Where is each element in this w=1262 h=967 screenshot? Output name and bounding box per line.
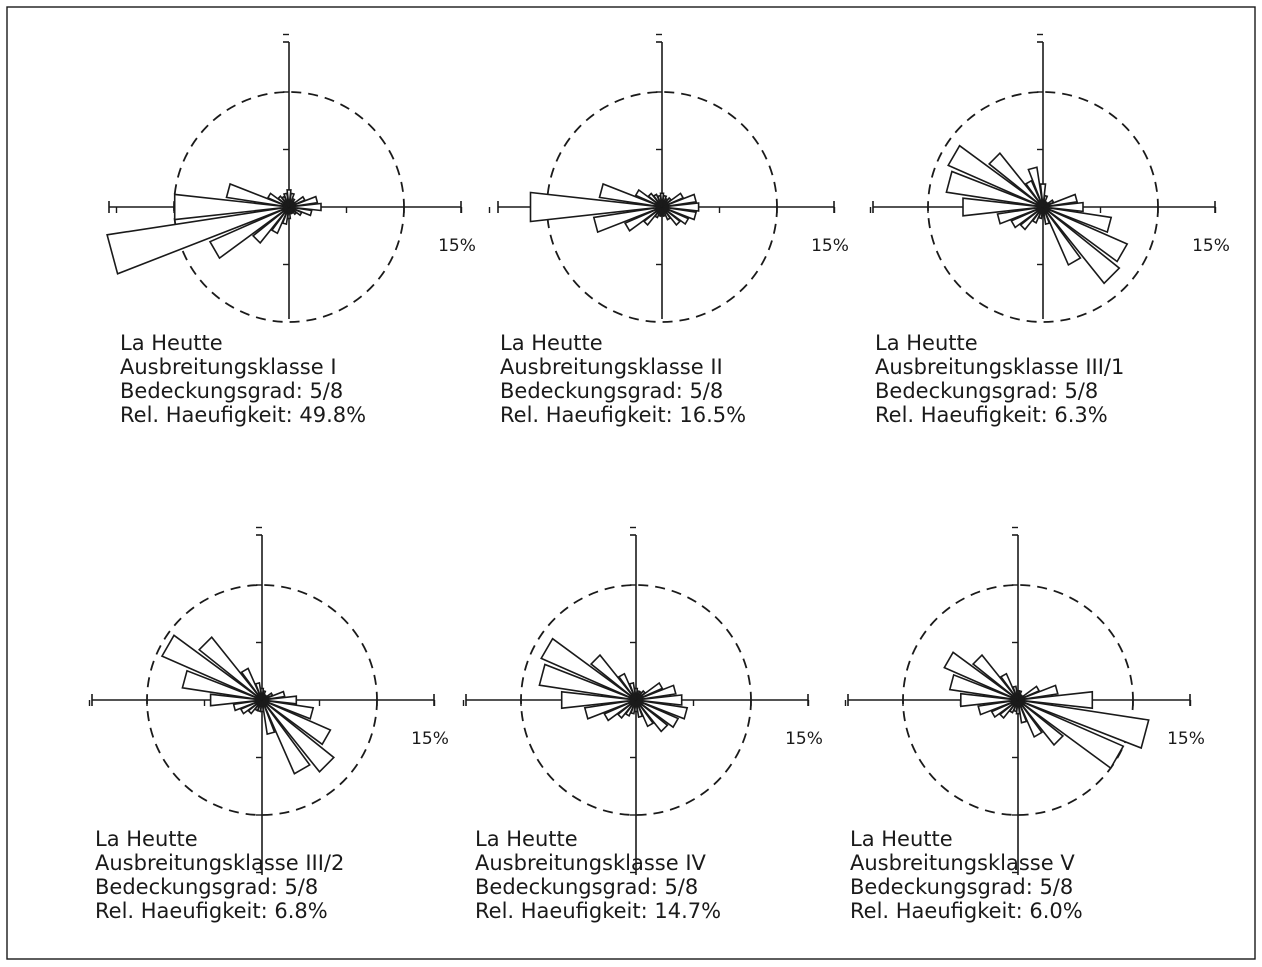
wind-sector xyxy=(977,699,1019,716)
wind-sector xyxy=(1017,699,1065,747)
wind-sector xyxy=(1042,206,1051,226)
wind-sector xyxy=(261,699,311,775)
wind-sector xyxy=(160,634,263,701)
panel-text-line: La Heutte xyxy=(850,827,953,851)
wind-sector xyxy=(962,197,1044,217)
panel-text-line: Ausbreitungsklasse III/1 xyxy=(875,355,1124,379)
wind-sector xyxy=(261,699,315,720)
scale-label: 15% xyxy=(785,729,823,749)
panel-text-line: Bedeckungsgrad: 5/8 xyxy=(850,875,1073,899)
wind-sector xyxy=(635,694,683,706)
wind-sector xyxy=(948,673,1019,701)
wind-sector xyxy=(943,651,1019,701)
wind-sector xyxy=(628,681,637,701)
wind-sector xyxy=(635,699,689,720)
wind-sector xyxy=(971,653,1019,701)
wind-sector xyxy=(1027,166,1044,208)
panel-text-line: Ausbreitungsklasse IV xyxy=(475,851,707,875)
panel-text-line: La Heutte xyxy=(95,827,198,851)
wind-sector xyxy=(988,152,1044,208)
wind-sector xyxy=(945,170,1044,208)
panel-text-line: Rel. Haeufigkeit: 6.8% xyxy=(95,899,328,923)
dashed-reference-circle xyxy=(146,584,378,816)
wind-sector xyxy=(1042,206,1113,234)
wind-sector xyxy=(1011,685,1019,701)
wind-sector xyxy=(173,193,290,221)
wind-sector xyxy=(261,699,332,746)
wind-sector xyxy=(656,194,663,208)
wind-sector xyxy=(540,637,637,701)
dashed-reference-circle xyxy=(520,584,752,816)
wind-sector xyxy=(1017,690,1094,710)
wind-sector xyxy=(1042,201,1084,213)
dashed-reference-circle xyxy=(927,91,1159,323)
wind-sector xyxy=(254,681,263,701)
wind-sector xyxy=(589,653,637,701)
scale-label: 15% xyxy=(811,236,849,256)
scale-label: 15% xyxy=(1192,236,1230,256)
wind-sector xyxy=(261,699,335,773)
wind-sector xyxy=(598,182,663,208)
wind-sector xyxy=(996,206,1044,225)
wind-sector xyxy=(529,191,663,223)
panel-text-line: Rel. Haeufigkeit: 49.8% xyxy=(120,403,366,427)
panel-text-line: Bedeckungsgrad: 5/8 xyxy=(95,875,318,899)
wind-sector xyxy=(251,206,290,245)
panel-text-line: Rel. Haeufigkeit: 16.5% xyxy=(500,403,746,427)
panel-text-line: Rel. Haeufigkeit: 14.7% xyxy=(475,899,721,923)
scale-label: 15% xyxy=(1167,729,1205,749)
wind-sector xyxy=(282,192,290,208)
wind-sector xyxy=(960,692,1019,708)
wind-sector xyxy=(181,669,263,701)
panel-text-line: Rel. Haeufigkeit: 6.0% xyxy=(850,899,1083,923)
figure-border xyxy=(6,6,1256,960)
scale-label: 15% xyxy=(411,729,449,749)
wind-sector xyxy=(623,206,663,232)
wind-sector xyxy=(635,684,677,701)
wind-sector xyxy=(635,699,669,733)
wind-sector xyxy=(947,144,1044,208)
wind-sector xyxy=(1042,206,1121,285)
wind-sector xyxy=(106,206,290,275)
panel-text-line: Bedeckungsgrad: 5/8 xyxy=(500,379,723,403)
panel-text-line: Ausbreitungsklasse I xyxy=(120,355,337,379)
wind-sector xyxy=(560,690,637,710)
wind-sector xyxy=(198,636,263,701)
wind-sector xyxy=(208,206,290,260)
dashed-reference-circle xyxy=(902,584,1134,816)
wind-sector xyxy=(635,699,680,729)
wind-sector xyxy=(225,182,290,208)
panel-text-line: La Heutte xyxy=(120,331,223,355)
panel-text-line: Bedeckungsgrad: 5/8 xyxy=(875,379,1098,403)
wind-sector xyxy=(538,663,637,701)
wind-sector xyxy=(209,693,263,707)
wind-sector xyxy=(1017,699,1125,770)
wind-sector xyxy=(592,206,663,234)
panel-text-line: Bedeckungsgrad: 5/8 xyxy=(120,379,343,403)
panel-text-line: Rel. Haeufigkeit: 6.3% xyxy=(875,403,1108,427)
panel-text-line: Ausbreitungsklasse V xyxy=(850,851,1075,875)
wind-sector xyxy=(583,699,637,720)
panel-text-line: La Heutte xyxy=(500,331,603,355)
wind-sector xyxy=(1017,699,1150,750)
panel-text-line: La Heutte xyxy=(875,331,978,355)
panel-text-line: Ausbreitungsklasse III/2 xyxy=(95,851,344,875)
panel-text-line: Bedeckungsgrad: 5/8 xyxy=(475,875,698,899)
panel-text-line: La Heutte xyxy=(475,827,578,851)
wind-sector xyxy=(261,699,276,736)
panel-text-line: Ausbreitungsklasse II xyxy=(500,355,723,379)
wind-sector xyxy=(1042,206,1082,267)
wind-sector xyxy=(1017,684,1059,701)
wind-sector xyxy=(1042,206,1129,263)
scale-label: 15% xyxy=(438,236,476,256)
